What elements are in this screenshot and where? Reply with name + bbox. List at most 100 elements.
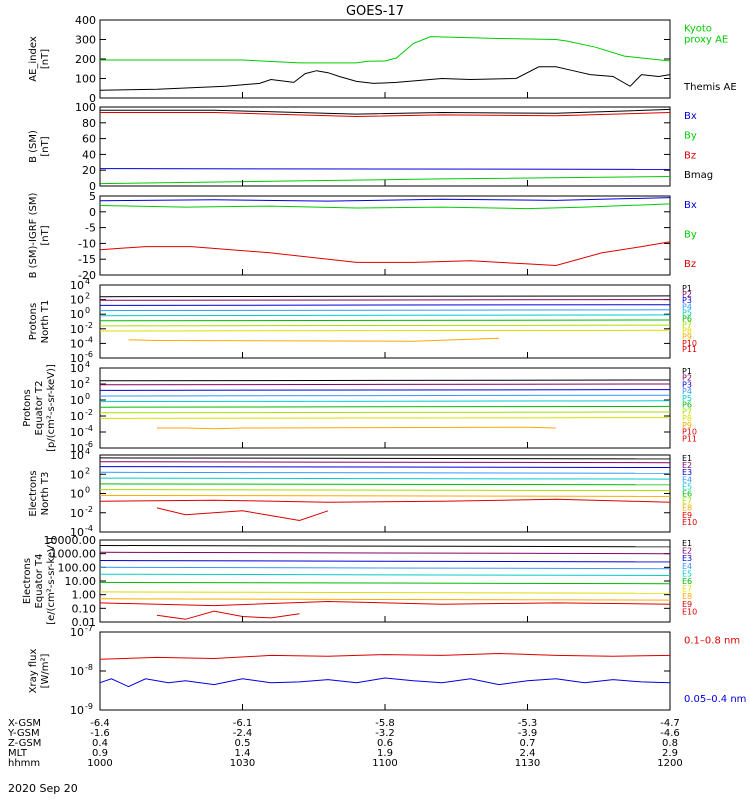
series-line [99,309,671,312]
x-value: -4.7 [660,718,680,729]
series-line [128,337,500,342]
x-value: 1200 [657,758,682,769]
series-line [99,461,671,464]
y-tick-exponent: -6 [85,440,93,449]
legend-label: Bz [684,150,696,161]
panel-3: -20 -15 -10 -5 0 5 B (SM)-IGRF (SM) [nT] Bx By Bz [28,190,697,282]
y-tick-label: 10 [70,323,84,336]
y-tick-label: 10 [70,449,84,462]
series-line [99,600,671,607]
y-tick-exponent: -4 [85,524,93,533]
y-tick-exponent: -4 [85,335,93,344]
x-row-label: Y-GSM [7,728,40,739]
legend-label: E8 [682,504,692,513]
y-axis-label: Electrons [28,470,39,516]
y-tick-label: -5 [85,222,96,235]
y-tick-exponent: 4 [85,447,90,456]
y-tick-label: 10 [70,526,84,539]
legend-label: E5 [682,569,692,578]
y-axis-label: B (SM) [28,130,39,163]
y-tick-exponent: 4 [85,277,90,286]
x-value: 0.6 [377,738,393,749]
y-tick-exponent: -2 [85,505,93,514]
y-tick-label: 10000.00 [44,534,97,547]
series-line [99,324,671,327]
legend-label: P5 [682,308,692,317]
y-tick-label: 10 [70,442,84,455]
legend-label: P1 [682,284,692,293]
legend-label: By [684,229,697,240]
series-line [99,329,671,332]
panel-frame [99,19,671,99]
series-line [99,299,671,301]
x-row-label: MLT [8,748,28,759]
x-value: -3.9 [518,728,538,739]
y-tick-exponent: 2 [85,292,90,301]
x-row-label: X-GSM [8,718,41,729]
x-value: -3.2 [375,728,395,739]
x-value: -5.3 [518,718,538,729]
y-axis-label: [nT] [40,225,51,245]
legend-label: P3 [682,296,692,305]
y-tick-exponent: 2 [85,466,90,475]
series-line [99,417,671,419]
y-tick-exponent: -2 [85,408,93,417]
legend-label: P11 [682,345,697,354]
y-tick-label: 10 [70,410,84,423]
panel-2: 0 20 40 60 80 100 B (SM) [nT] Bx By Bz Bmag [28,101,713,193]
series-line [99,405,671,408]
series-line [99,319,671,322]
legend-label: P1 [682,367,692,376]
legend-label: P8 [682,327,692,336]
series-line [99,66,671,91]
legend-label: E7 [682,497,692,506]
legend-label: By [684,131,697,142]
series-line [100,36,671,64]
x-value: 0.9 [92,748,108,759]
legend-label: E1 [682,539,692,548]
series-line [156,610,300,620]
legend-label: 0.1–0.8 nm [684,636,740,647]
y-tick-label: 40 [82,148,96,161]
legend-label: E2 [682,547,692,556]
x-value: -5.8 [375,718,395,729]
y-axis-label: Equator T4 [34,554,45,609]
y-tick-label: -20 [78,269,96,282]
y-tick-label: 0 [89,206,96,219]
y-tick-label: 10 [70,308,84,321]
series-line [99,489,671,492]
y-tick-exponent: 4 [85,360,90,369]
y-tick-exponent: -4 [85,424,93,433]
series-line [99,598,671,601]
series-line [99,498,671,503]
legend-label: P9 [682,333,692,342]
legend-label: P3 [682,380,692,389]
y-axis-label: Protons [28,303,39,340]
legend-label: E10 [682,607,697,616]
plot-title: GOES-17 [346,4,404,19]
series-line [99,241,671,267]
series-line [99,168,671,170]
series-line [99,545,671,548]
y-tick-label: -10 [78,237,96,250]
legend-label: E1 [682,454,692,463]
x-value: 0.8 [662,738,678,749]
legend-label: P10 [682,339,697,348]
y-tick-exponent: -2 [85,321,93,330]
y-tick-exponent: -9 [85,702,93,711]
y-tick-label: 100.00 [58,561,97,574]
y-tick-label: 10 [70,704,84,717]
y-tick-label: 1000.00 [51,548,97,561]
series-line [99,304,671,306]
legend-label: P4 [682,302,692,311]
y-axis-label: North T1 [40,300,51,344]
legend-label: P11 [682,434,697,443]
series-line [99,314,671,317]
series-line [99,581,671,585]
legend-label: E10 [682,518,697,527]
x-value: 1000 [87,758,112,769]
